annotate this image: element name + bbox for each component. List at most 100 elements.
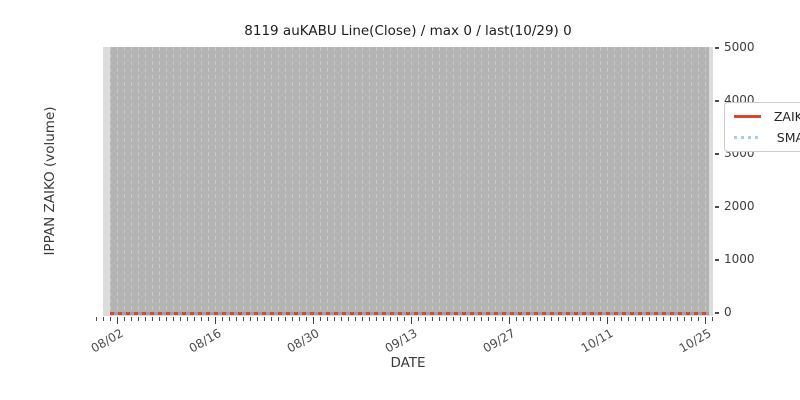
x-minor-tick-mark bbox=[691, 317, 692, 321]
gridline bbox=[453, 47, 454, 314]
sma5-series-line bbox=[110, 312, 709, 315]
x-minor-tick-mark bbox=[712, 317, 713, 321]
x-minor-tick-mark bbox=[341, 317, 342, 321]
x-minor-tick-mark bbox=[481, 317, 482, 321]
x-minor-tick-mark bbox=[495, 317, 496, 321]
x-minor-tick-mark bbox=[467, 317, 468, 321]
x-minor-tick-mark bbox=[250, 317, 251, 321]
gridline bbox=[159, 47, 160, 314]
x-minor-tick-mark bbox=[138, 317, 139, 321]
gridline bbox=[418, 47, 419, 314]
x-minor-tick-mark bbox=[544, 317, 545, 321]
gridline bbox=[663, 47, 664, 314]
x-minor-tick-mark bbox=[362, 317, 363, 321]
x-minor-tick-mark bbox=[292, 317, 293, 321]
gridline bbox=[642, 47, 643, 314]
x-minor-tick-mark bbox=[502, 317, 503, 321]
x-minor-tick-mark bbox=[593, 317, 594, 321]
gridline bbox=[180, 47, 181, 314]
gridline bbox=[341, 47, 342, 314]
gridline bbox=[152, 47, 153, 314]
x-minor-tick-mark bbox=[152, 317, 153, 321]
x-minor-tick-mark bbox=[285, 317, 286, 321]
gridline bbox=[502, 47, 503, 314]
x-minor-tick-mark bbox=[243, 317, 244, 321]
y-tick-mark bbox=[715, 259, 719, 261]
gridline bbox=[376, 47, 377, 314]
gridline bbox=[229, 47, 230, 314]
y-tick-label: 5000 bbox=[724, 40, 755, 54]
x-minor-tick-mark bbox=[649, 317, 650, 321]
x-minor-tick-mark bbox=[369, 317, 370, 321]
x-minor-tick-mark bbox=[551, 317, 552, 321]
gridline bbox=[285, 47, 286, 314]
gridline bbox=[313, 47, 314, 314]
gridline bbox=[565, 47, 566, 314]
legend-item-zaiko: ZAIKO bbox=[734, 109, 800, 124]
x-minor-tick-mark bbox=[425, 317, 426, 321]
y-tick-mark bbox=[715, 100, 719, 102]
gridline bbox=[236, 47, 237, 314]
x-minor-tick-mark bbox=[124, 317, 125, 321]
x-minor-tick-mark bbox=[355, 317, 356, 321]
x-minor-tick-mark bbox=[684, 317, 685, 321]
x-minor-tick-mark bbox=[348, 317, 349, 321]
gridline bbox=[446, 47, 447, 314]
gridline bbox=[530, 47, 531, 314]
gridline bbox=[684, 47, 685, 314]
x-minor-tick-mark bbox=[656, 317, 657, 321]
x-minor-tick-mark bbox=[600, 317, 601, 321]
x-minor-tick-mark bbox=[404, 317, 405, 321]
x-minor-tick-mark bbox=[131, 317, 132, 321]
y-tick-mark bbox=[715, 153, 719, 155]
gridline bbox=[460, 47, 461, 314]
x-major-tick-mark bbox=[117, 317, 118, 324]
x-minor-tick-mark bbox=[621, 317, 622, 321]
gridline bbox=[306, 47, 307, 314]
gridline bbox=[299, 47, 300, 314]
gridline bbox=[691, 47, 692, 314]
gridline bbox=[110, 47, 111, 314]
x-minor-tick-mark bbox=[439, 317, 440, 321]
gridline bbox=[544, 47, 545, 314]
x-minor-tick-mark bbox=[488, 317, 489, 321]
gridline bbox=[222, 47, 223, 314]
x-minor-tick-mark bbox=[474, 317, 475, 321]
x-major-tick-mark bbox=[607, 317, 608, 324]
x-minor-tick-mark bbox=[516, 317, 517, 321]
gridline bbox=[509, 47, 510, 314]
x-minor-tick-mark bbox=[376, 317, 377, 321]
gridline bbox=[278, 47, 279, 314]
gridline bbox=[614, 47, 615, 314]
x-minor-tick-mark bbox=[446, 317, 447, 321]
gridline bbox=[383, 47, 384, 314]
gridline bbox=[586, 47, 587, 314]
y-axis-label: IPPAN ZAIKO (volume) bbox=[42, 106, 58, 256]
x-minor-tick-mark bbox=[698, 317, 699, 321]
gridline bbox=[670, 47, 671, 314]
gridline bbox=[327, 47, 328, 314]
x-minor-tick-mark bbox=[187, 317, 188, 321]
gridline bbox=[208, 47, 209, 314]
gridline bbox=[173, 47, 174, 314]
x-minor-tick-mark bbox=[173, 317, 174, 321]
gridline bbox=[124, 47, 125, 314]
x-minor-tick-mark bbox=[166, 317, 167, 321]
x-minor-tick-mark bbox=[327, 317, 328, 321]
gridline bbox=[194, 47, 195, 314]
y-tick-mark bbox=[715, 312, 719, 314]
x-minor-tick-mark bbox=[537, 317, 538, 321]
gridline bbox=[320, 47, 321, 314]
gridline bbox=[243, 47, 244, 314]
gridline bbox=[495, 47, 496, 314]
gridline bbox=[488, 47, 489, 314]
x-minor-tick-mark bbox=[194, 317, 195, 321]
gridline bbox=[656, 47, 657, 314]
y-tick-label: 0 bbox=[724, 305, 732, 319]
gridline bbox=[481, 47, 482, 314]
gridline bbox=[334, 47, 335, 314]
x-minor-tick-mark bbox=[110, 317, 111, 321]
gridline bbox=[677, 47, 678, 314]
gridline bbox=[579, 47, 580, 314]
legend-item-sma5: SMA5 bbox=[734, 130, 800, 145]
